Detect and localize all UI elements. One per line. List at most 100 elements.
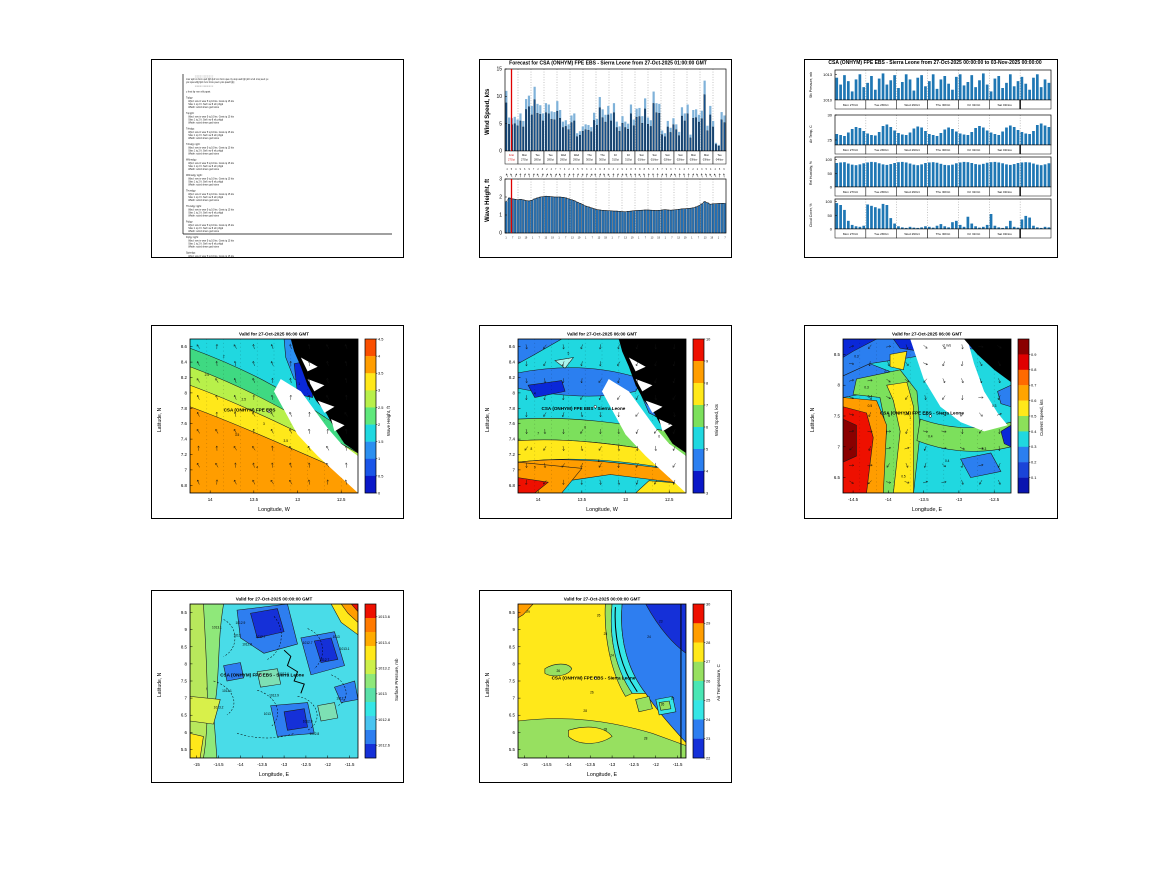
colorbar-tick: 1012.8 bbox=[378, 717, 390, 722]
colorbar-tick: 7 bbox=[706, 402, 708, 407]
report-text-line: Sfas: 1 tq 2 ft. Swll: sw 8 sfc pfrjqd bbox=[188, 196, 224, 199]
colorbar-tick: 0.4 bbox=[1031, 429, 1037, 434]
day-box-date: 31Oct bbox=[625, 158, 632, 162]
map-ytick: 8.6 bbox=[509, 344, 516, 349]
contour-label: 2 m/s bbox=[943, 344, 951, 348]
meteogram-day-label: Mon 27Oct bbox=[843, 190, 858, 194]
colorbar-tick: 10 bbox=[706, 336, 711, 341]
wind-ytick: 15 bbox=[496, 67, 502, 73]
map-xtick: -12.5 bbox=[989, 497, 1000, 502]
meteogram-day-label: Sat 01Nov bbox=[997, 148, 1012, 152]
hour-tick: 13 bbox=[518, 237, 521, 240]
contour-label: 1013.1 bbox=[222, 689, 232, 693]
report-text-line: Sfas: 1 tq 2 ft. Swll: sw 8 sfc pfrjqd bbox=[188, 103, 224, 106]
map-ytick: 7.2 bbox=[181, 452, 188, 457]
day-box-date: 30Oct bbox=[586, 158, 593, 162]
contour-label: 2.5 bbox=[205, 373, 210, 377]
contour-label: 2.5 bbox=[242, 398, 247, 402]
colorbar-tick: 3 bbox=[378, 388, 380, 393]
meteogram-day-label: Thu 30Oct bbox=[936, 103, 951, 107]
hour-tick: 19 bbox=[631, 237, 634, 240]
contour-label: 7 bbox=[618, 444, 620, 448]
hour-tick: 13 bbox=[651, 237, 654, 240]
svg-text:8: 8 bbox=[639, 168, 641, 171]
report-text-line: Wjnd: sxw tz wsw 5 tq 10 kts. Gxsts tq 1… bbox=[188, 224, 235, 227]
day-box-date: 29Oct bbox=[560, 158, 567, 162]
report-text-line: Wfathr: scttrd shwrs gnd tstms bbox=[188, 106, 220, 109]
wave-ytick: 2 bbox=[499, 195, 502, 201]
map-ytick: 7.4 bbox=[509, 437, 516, 442]
colorbar-tick: 2 bbox=[378, 422, 380, 427]
contour-label: 28 bbox=[604, 727, 608, 731]
contour-label: 28 bbox=[583, 709, 587, 713]
map-ytick: 8 bbox=[185, 390, 188, 395]
map-xtick: -14 bbox=[885, 497, 892, 502]
map-title: Valid for 27-Oct-2025 06:00 GMT bbox=[892, 332, 962, 337]
colorbar-tick: 1012.6 bbox=[378, 743, 390, 748]
report-text-line: mwr apl txv bnm qsd fgth jklz xcv bnm qw… bbox=[186, 78, 269, 81]
hour-tick: 7 bbox=[592, 237, 594, 240]
svg-text:5: 5 bbox=[719, 168, 721, 171]
report-text-line: Wfathr: scttrd shwrs gnd tstms bbox=[188, 153, 220, 156]
meteogram-day-label: Fri 31Oct bbox=[967, 148, 980, 152]
hour-tick: 19 bbox=[710, 237, 713, 240]
meteogram-day-label: Sat 01Nov bbox=[997, 232, 1012, 236]
map-xtick: -13 bbox=[609, 762, 616, 767]
day-box-date: 03Nov bbox=[703, 158, 711, 162]
day-box-date: 01Nov bbox=[638, 158, 646, 162]
svg-text:3: 3 bbox=[701, 168, 703, 171]
wave-height-map-figure: 2 2.5 2.5 3 3.5 3.5 4 1 CSA (ONHYM) FPE EBS Valid… bbox=[151, 325, 404, 519]
day-box-date: 02Nov bbox=[664, 158, 672, 162]
map-xtick: 14 bbox=[208, 497, 213, 502]
svg-text:5: 5 bbox=[648, 168, 650, 171]
hour-tick: 7 bbox=[645, 237, 647, 240]
report-text-line: Thvrsdgy: bbox=[186, 190, 196, 193]
svg-text:3: 3 bbox=[652, 168, 654, 171]
svg-text:2: 2 bbox=[546, 168, 548, 171]
map-xtick: -13 bbox=[281, 762, 288, 767]
svg-text:9: 9 bbox=[621, 168, 623, 171]
hour-tick: 19 bbox=[604, 237, 607, 240]
report-text-line: Sfas: 1 tq 2 ft. Swll: sw 8 sfc pfrjqd bbox=[188, 227, 224, 230]
contour-label: 1012.9 bbox=[303, 720, 313, 724]
contour-label: 23 bbox=[659, 619, 663, 623]
day-box-label: Wed bbox=[574, 153, 580, 157]
hour-tick: 7 bbox=[618, 237, 620, 240]
colorbar-tick: 0.9 bbox=[1031, 352, 1036, 357]
map-ytick: 8 bbox=[185, 661, 188, 666]
current-map-svg: CSA (ONHYM) FPE EBS - Sierra Leone 0.3 0.7… bbox=[810, 332, 1044, 514]
map-xtick: -15 bbox=[194, 762, 201, 767]
map-xtick: -14.5 bbox=[848, 497, 859, 502]
svg-text:8: 8 bbox=[542, 168, 544, 171]
map-title: Valid for 27-Oct-2025 00:00:00 GMT bbox=[564, 597, 641, 602]
colorbar-tick: 5 bbox=[706, 446, 708, 451]
map-xlabel: Longitude, E bbox=[587, 772, 618, 778]
report-text-line: Sfas: 1 tq 2 ft. Swll: sw 8 sfc pfrjqd bbox=[188, 165, 224, 168]
contour-label: 0.5 bbox=[901, 475, 906, 479]
map-xtick: 12.5 bbox=[665, 497, 674, 502]
colorbar-tick: 1013.4 bbox=[378, 640, 391, 645]
meteogram-day-label: Fri 31Oct bbox=[967, 232, 980, 236]
meteogram-day-label: Thu 30Oct bbox=[936, 232, 951, 236]
report-text-line: Tvfsdgy: bbox=[186, 129, 195, 131]
map-xtick: -12.5 bbox=[629, 762, 640, 767]
meteogram-ytick: 0 bbox=[830, 227, 833, 232]
report-text-line: Frjdgy njght: bbox=[186, 236, 199, 239]
contour-label: 1 bbox=[298, 382, 300, 386]
report-text-line: Wfathr: scttrd shwrs gnd tstms bbox=[188, 168, 220, 171]
meteogram-day-label: Mon 27Oct bbox=[843, 232, 858, 236]
report-text-line: Wfdnsdgy njght: bbox=[186, 174, 203, 177]
contour-label: 1012.6 bbox=[279, 672, 289, 676]
contour-label: 4 bbox=[256, 465, 258, 469]
map-xtick: -13.5 bbox=[257, 762, 268, 767]
meteogram-day-label: Sat 01Nov bbox=[997, 190, 1012, 194]
svg-text:6: 6 bbox=[723, 168, 725, 171]
meteogram-ylabel: Cloud Cover, % bbox=[809, 203, 813, 227]
svg-text:6: 6 bbox=[599, 168, 601, 171]
contour-label: 4 bbox=[534, 391, 536, 395]
day-box-label: Mon bbox=[704, 153, 710, 157]
contour-label: 25 bbox=[671, 696, 675, 700]
svg-text:4: 4 bbox=[506, 168, 508, 171]
contour-label: 0.5 bbox=[868, 404, 873, 408]
map-ylabel: Latitude, N bbox=[157, 407, 163, 432]
